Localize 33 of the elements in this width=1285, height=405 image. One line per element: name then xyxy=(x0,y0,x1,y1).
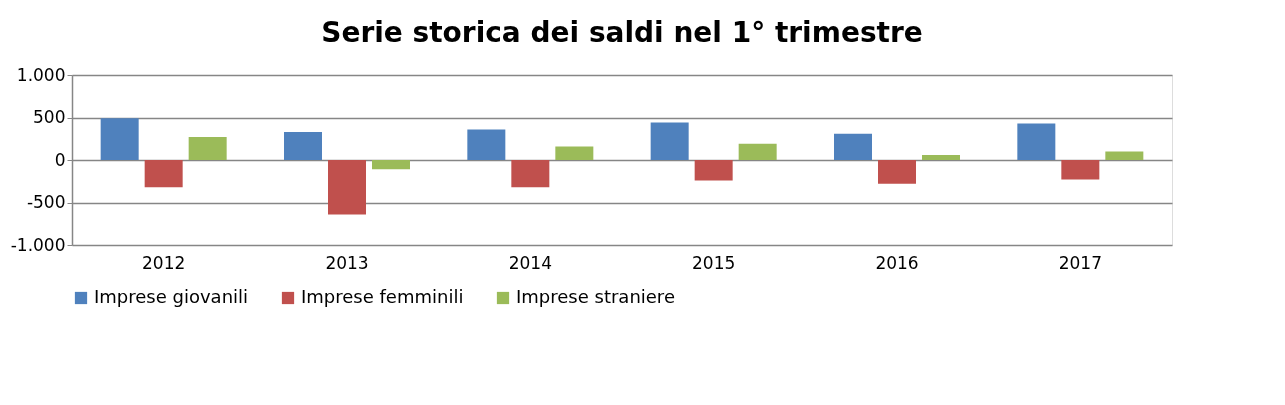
bar xyxy=(922,154,960,160)
x-tick-label: 2013 xyxy=(325,252,369,273)
x-tick-label: 2015 xyxy=(692,252,736,273)
bar xyxy=(555,146,594,160)
bar xyxy=(328,160,366,215)
legend-label: Imprese giovanili xyxy=(94,286,249,307)
x-tick-label: 2017 xyxy=(1058,252,1102,273)
bar xyxy=(1105,151,1144,160)
bar xyxy=(284,131,322,160)
bar xyxy=(878,160,916,184)
y-tick-label: 500 xyxy=(33,107,66,127)
bar xyxy=(1017,123,1056,160)
legend-label: Imprese femminili xyxy=(301,286,464,307)
y-tick-label: 0 xyxy=(54,149,66,170)
y-tick-label: -500 xyxy=(26,192,66,212)
bar xyxy=(694,160,733,181)
bar xyxy=(511,160,550,188)
legend-label: Imprese straniere xyxy=(516,286,675,307)
x-tick-label: 2012 xyxy=(142,252,186,273)
bar xyxy=(188,137,227,160)
x-tick-label: 2014 xyxy=(508,252,552,273)
bar xyxy=(738,143,777,160)
x-tick-label: 2016 xyxy=(875,252,919,273)
bar xyxy=(650,122,689,160)
bar xyxy=(372,160,410,170)
bar xyxy=(834,133,872,160)
y-tick-label: 1.000 xyxy=(16,64,66,85)
bar xyxy=(100,118,139,160)
y-tick-label: -1.000 xyxy=(10,234,66,255)
bar xyxy=(467,129,506,160)
bar xyxy=(1061,160,1100,180)
chart-title: Serie storica dei saldi nel 1° trimestre xyxy=(321,16,923,49)
bar xyxy=(144,160,183,188)
